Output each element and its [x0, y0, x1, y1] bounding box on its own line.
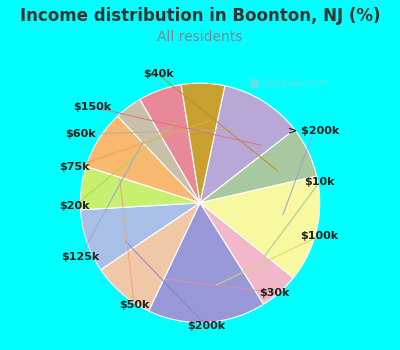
Wedge shape [149, 203, 264, 323]
Wedge shape [140, 85, 200, 203]
Text: $200k: $200k [187, 321, 225, 330]
Wedge shape [200, 176, 320, 278]
Wedge shape [118, 99, 200, 203]
Text: Income distribution in Boonton, NJ (%): Income distribution in Boonton, NJ (%) [20, 7, 380, 25]
Wedge shape [101, 203, 200, 311]
Wedge shape [80, 203, 200, 270]
Wedge shape [80, 166, 200, 210]
Wedge shape [181, 83, 225, 203]
Text: $125k: $125k [61, 252, 100, 262]
Text: $100k: $100k [301, 231, 339, 241]
Text: $60k: $60k [65, 129, 96, 139]
Text: > $200k: > $200k [288, 126, 339, 136]
Text: $40k: $40k [143, 69, 174, 79]
Text: $75k: $75k [59, 162, 90, 172]
Text: $10k: $10k [304, 177, 335, 187]
Text: All residents: All residents [157, 30, 243, 44]
Text: City-Data.com: City-Data.com [264, 79, 328, 88]
Wedge shape [200, 203, 293, 304]
Text: $30k: $30k [260, 288, 290, 298]
Wedge shape [200, 130, 317, 203]
Text: $20k: $20k [59, 201, 90, 211]
Wedge shape [200, 86, 294, 203]
Text: $50k: $50k [119, 300, 149, 310]
Text: $150k: $150k [73, 102, 111, 112]
Wedge shape [86, 116, 200, 203]
